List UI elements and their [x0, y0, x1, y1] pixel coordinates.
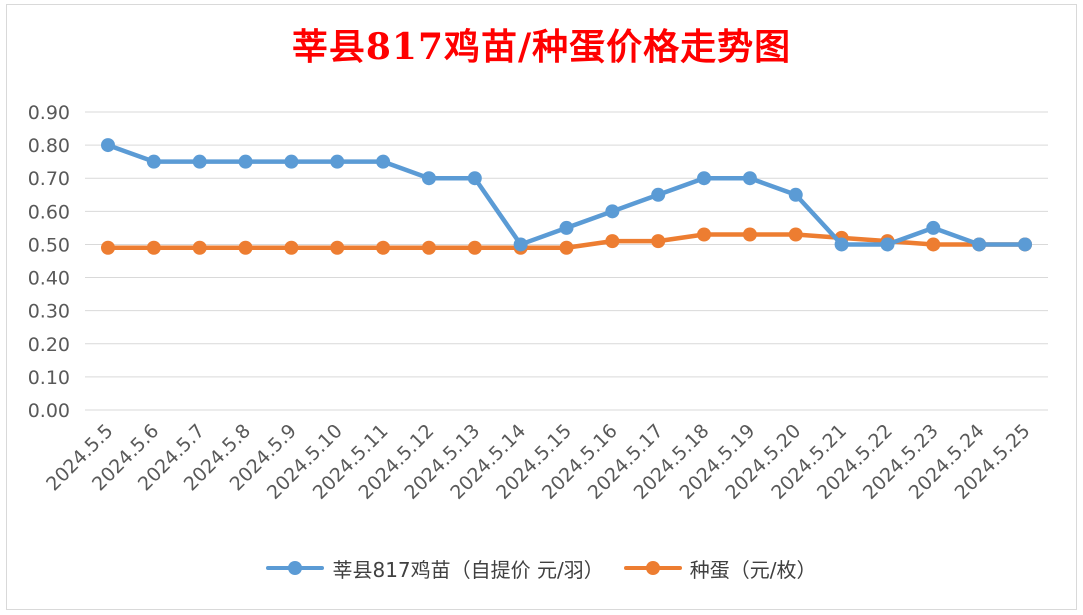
legend-swatch-egg	[623, 553, 682, 583]
data-point	[605, 204, 620, 219]
data-point	[513, 237, 528, 252]
data-point	[238, 154, 253, 169]
data-point	[651, 187, 666, 202]
data-point	[146, 154, 161, 169]
data-point	[697, 227, 712, 242]
data-point	[101, 240, 115, 255]
data-point	[101, 138, 115, 153]
series-0	[101, 138, 1032, 252]
data-point	[880, 237, 895, 252]
data-point	[926, 237, 941, 252]
data-point	[330, 240, 345, 255]
data-point	[559, 240, 574, 255]
data-point	[651, 234, 666, 249]
data-point	[376, 154, 391, 169]
y-axis: 0.00 0.10 0.20 0.30 0.40 0.50 0.60 0.70 0.80 0.90	[28, 102, 70, 422]
data-point	[330, 154, 345, 169]
data-point	[284, 154, 299, 169]
data-point	[1018, 237, 1032, 252]
data-point	[376, 240, 391, 255]
data-point	[605, 234, 620, 249]
data-point	[238, 240, 253, 255]
data-point	[559, 220, 574, 235]
data-point	[192, 240, 207, 255]
legend-label-egg: 种蛋（元/枚）	[689, 557, 817, 582]
y-tick-label: 0.40	[28, 268, 70, 290]
data-point	[192, 154, 207, 169]
y-tick-label: 0.00	[28, 400, 70, 422]
data-point	[467, 171, 482, 186]
data-point	[742, 171, 757, 186]
chart-frame	[6, 4, 1077, 610]
data-point	[788, 187, 803, 202]
data-point	[421, 240, 436, 255]
data-point	[697, 171, 712, 186]
legend-swatch-chick	[266, 553, 325, 583]
y-tick-label: 0.30	[28, 301, 70, 323]
data-point	[421, 171, 436, 186]
legend-item-egg[interactable]: 种蛋（元/枚）	[623, 553, 817, 583]
data-point	[284, 240, 299, 255]
legend-label-chick: 莘县817鸡苗（自提价 元/羽）	[332, 557, 604, 582]
data-point	[926, 220, 941, 235]
y-tick-label: 0.60	[28, 201, 70, 223]
data-point	[742, 227, 757, 242]
data-point	[788, 227, 803, 242]
y-tick-label: 0.20	[28, 334, 70, 356]
x-axis: 2024.5.52024.5.62024.5.72024.5.82024.5.9…	[42, 420, 1034, 504]
y-tick-label: 0.10	[28, 367, 70, 389]
data-point	[146, 240, 161, 255]
y-tick-label: 0.70	[28, 168, 70, 190]
y-tick-label: 0.50	[28, 234, 70, 256]
chart-title: 莘县817鸡苗/种蛋价格走势图	[291, 26, 792, 68]
gridlines	[85, 111, 1048, 411]
y-tick-label: 0.90	[28, 102, 70, 124]
legend: 莘县817鸡苗（自提价 元/羽） 种蛋（元/枚）	[0, 553, 1083, 583]
data-point	[467, 240, 482, 255]
legend-item-chick[interactable]: 莘县817鸡苗（自提价 元/羽）	[266, 553, 604, 583]
data-point	[834, 237, 849, 252]
y-tick-label: 0.80	[28, 135, 70, 157]
data-point	[972, 237, 987, 252]
